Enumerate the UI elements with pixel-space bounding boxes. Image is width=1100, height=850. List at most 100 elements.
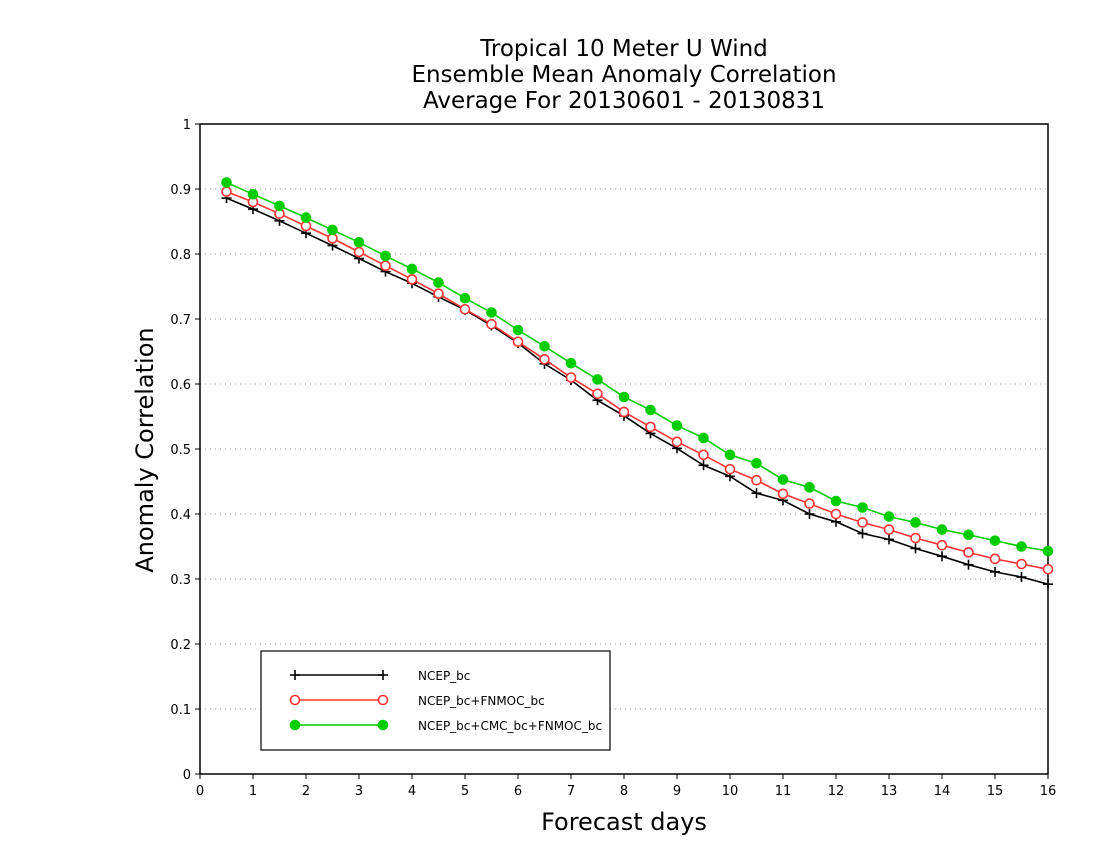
series-3-point [883,511,895,522]
series-3-point [910,517,921,528]
y-tick-label: 1 [183,118,191,133]
y-tick-label: 0.8 [170,248,191,263]
x-tick-label: 8 [620,784,628,799]
x-tick-label: 3 [355,784,363,799]
x-tick-label: 1 [249,784,257,799]
series-3-point [618,391,630,403]
series-3-point [989,535,1001,546]
x-tick-label: 6 [514,784,522,799]
series-3-point [857,502,868,513]
series-2-point [406,274,418,285]
series-3-point [327,224,338,236]
series-3-point [274,200,285,212]
series-2-point [512,336,524,348]
x-tick-label: 16 [1040,784,1057,799]
series-3-point [565,357,577,369]
series-2-point [459,303,471,315]
series-2-point [433,288,444,299]
y-axis-title: Anomaly Correlation [131,327,159,573]
series-2-point [698,449,709,461]
y-tick-label: 0.1 [170,703,191,718]
series-2-point [645,421,656,433]
y-tick-label: 0.5 [170,443,191,458]
series-2-point [910,532,921,544]
series-3-point [353,237,365,248]
series-2-point [963,547,974,558]
x-tick-label: 9 [673,784,681,799]
y-tick-label: 0.3 [170,573,191,588]
x-tick-label: 11 [775,784,792,799]
series-3-point [804,482,815,493]
series-2-point [565,372,577,383]
series-3-point [512,324,524,336]
series-2-point [300,220,312,232]
series-3-point [645,404,656,416]
x-tick-label: 15 [987,784,1004,799]
series-2-point [486,318,497,330]
series-2-point [857,517,868,528]
legend-label-1: NCEP_bc [418,669,470,683]
x-tick-label: 0 [196,784,204,799]
x-tick-label: 10 [722,784,739,799]
y-tick-label: 0.7 [170,313,191,328]
chart-title-line-3: Average For 20130601 - 20130831 [422,88,826,114]
x-tick-label: 5 [461,784,469,799]
series-2-point [221,186,232,197]
legend-marker-2 [289,694,301,706]
series-3-point [724,449,736,461]
series-2-point [1042,563,1054,575]
y-tick-label: 0.2 [170,638,191,653]
series-3-point [1016,541,1027,552]
series-3-point [698,432,709,444]
series-3-point [221,177,232,188]
series-3-point [777,474,789,485]
x-tick-label: 12 [828,784,845,799]
series-2-point [883,524,895,535]
series-3-point [1042,545,1054,557]
series-2-point [989,553,1001,565]
legend-marker-3 [289,719,301,731]
legend-marker-3 [377,719,389,731]
series-2-point [327,233,338,244]
series-3-point [433,277,444,288]
series-2-point [936,539,948,551]
series-3-point [247,188,259,200]
series-2-point [751,474,762,486]
series-2-point [804,498,815,509]
series-3-point [936,524,948,535]
series-2-point [353,246,365,258]
chart-title-line-1: Tropical 10 Meter U Wind [480,36,768,62]
series-2-point [777,488,789,500]
series-3-point [406,263,418,275]
series-3-point [830,495,842,507]
y-tick-label: 0.9 [170,183,191,198]
x-tick-label: 4 [408,784,416,799]
series-3-point [963,529,974,541]
series-3-point [539,341,550,352]
series-2-point [724,463,736,475]
series-line-3 [226,181,1049,552]
series-line-1 [226,197,1049,585]
series-2-point [830,508,842,520]
x-tick-label: 13 [881,784,898,799]
chart-title-line-2: Ensemble Mean Anomaly Correlation [411,62,837,88]
series-2-point [1016,558,1027,570]
series-3-point [592,374,603,385]
y-tick-label: 0 [183,768,191,783]
x-tick-label: 7 [567,784,575,799]
series-2-point [618,406,630,418]
series-2-point [380,260,391,272]
x-tick-label: 14 [934,784,951,799]
series-3-point [459,292,471,304]
legend-marker-2 [377,694,389,706]
series-2-point [671,436,683,448]
series-3-point [486,307,497,318]
series-line-2 [226,190,1049,571]
legend-label-2: NCEP_bc+FNMOC_bc [418,694,545,708]
series-3-point [380,250,391,262]
series-3-point [300,212,312,223]
y-tick-label: 0.6 [170,378,191,393]
series-2-point [539,353,550,365]
